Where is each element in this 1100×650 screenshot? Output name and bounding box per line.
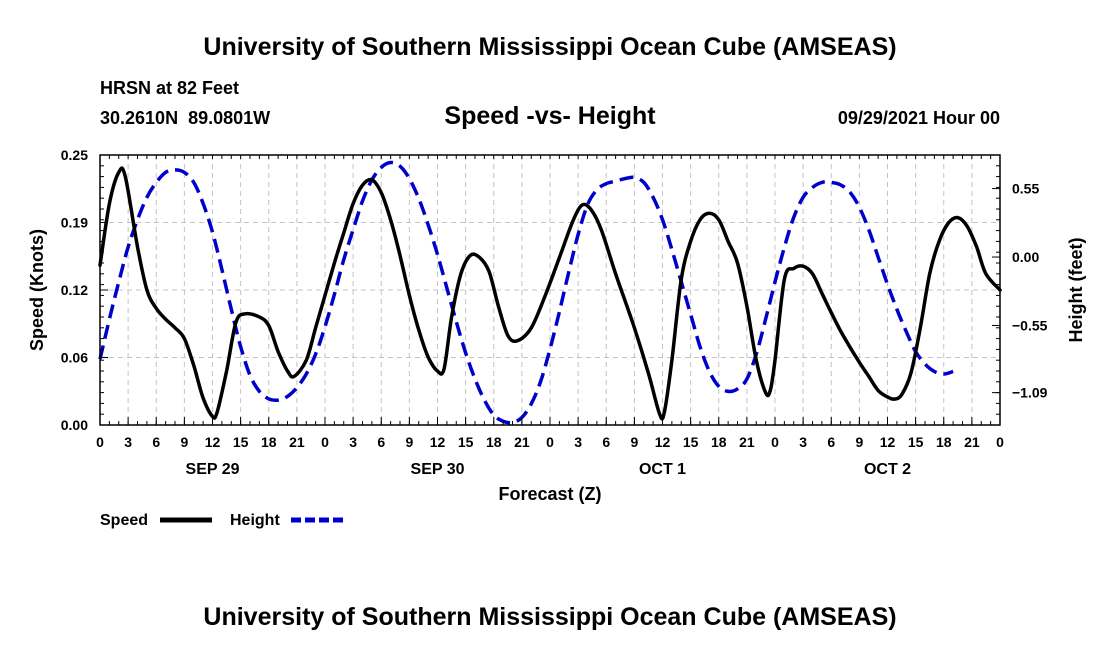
day-label: OCT 1 — [639, 461, 686, 478]
x-tick-label: 0 — [546, 434, 554, 450]
x-tick-label: 3 — [574, 434, 582, 450]
x-tick-label: 6 — [377, 434, 385, 450]
x-tick-label: 3 — [799, 434, 807, 450]
x-tick-label: 0 — [996, 434, 1004, 450]
x-tick-label: 0 — [321, 434, 329, 450]
legend-speed-label: Speed — [100, 512, 148, 529]
x-tick-label: 6 — [602, 434, 610, 450]
y-left-tick-label: 0.12 — [61, 282, 88, 298]
x-tick-label: 15 — [458, 434, 474, 450]
x-tick-label: 0 — [96, 434, 104, 450]
x-tick-label: 12 — [880, 434, 896, 450]
y-left-tick-label: 0.19 — [61, 215, 88, 231]
x-tick-label: 6 — [827, 434, 835, 450]
y-axis-right-title: Height (feet) — [1066, 238, 1086, 343]
x-tick-label: 3 — [124, 434, 132, 450]
x-tick-label: 21 — [514, 434, 530, 450]
x-tick-label: 18 — [936, 434, 952, 450]
x-tick-label: 9 — [855, 434, 863, 450]
series-line-speed — [98, 166, 1002, 421]
y-left-tick-label: 0.06 — [61, 350, 88, 366]
y-left-tick-label: 0.00 — [61, 417, 88, 433]
forecast-date: 09/29/2021 Hour 00 — [838, 108, 1000, 128]
day-label: SEP 29 — [186, 461, 240, 478]
legend-height-label: Height — [230, 512, 280, 529]
x-tick-label: 21 — [289, 434, 305, 450]
x-tick-label: 12 — [430, 434, 446, 450]
legend: Speed Height — [100, 512, 343, 529]
x-tick-label: 9 — [630, 434, 638, 450]
day-label: SEP 30 — [411, 461, 465, 478]
y-right-tick-label: 0.00 — [1012, 249, 1039, 265]
series-line-height — [98, 160, 954, 425]
x-tick-label: 15 — [908, 434, 924, 450]
x-tick-label: 0 — [771, 434, 779, 450]
x-tick-label: 12 — [655, 434, 671, 450]
station-label: HRSN at 82 Feet — [100, 78, 239, 98]
x-tick-label: 21 — [739, 434, 755, 450]
day-label: OCT 2 — [864, 461, 911, 478]
x-tick-label: 9 — [180, 434, 188, 450]
x-tick-label: 15 — [233, 434, 249, 450]
x-tick-label: 18 — [486, 434, 502, 450]
chart-main-title: University of Southern Mississippi Ocean… — [203, 33, 896, 61]
x-tick-label: 9 — [405, 434, 413, 450]
x-axis-title: Forecast (Z) — [498, 484, 601, 504]
y-left-tick-label: 0.25 — [61, 147, 88, 163]
x-tick-label: 6 — [152, 434, 160, 450]
y-right-tick-label: −1.09 — [1012, 385, 1048, 401]
y-axis-left-title: Speed (Knots) — [27, 229, 47, 351]
y-right-tick-label: 0.55 — [1012, 181, 1039, 197]
chart-subtitle: Speed -vs- Height — [444, 102, 656, 130]
axes: 0 3 6 9 12 15 18 21 0 3 6 9 12 15 18 21 0 3 6 9 12 15 18 21 0 3 6 9… — [61, 147, 1048, 478]
x-tick-label: 12 — [205, 434, 221, 450]
x-tick-label: 21 — [964, 434, 980, 450]
station-coordinates: 30.2610N 89.0801W — [100, 108, 270, 128]
footer-title: University of Southern Mississippi Ocean… — [203, 603, 896, 631]
y-right-tick-label: −0.55 — [1012, 317, 1048, 333]
series-layer — [98, 160, 1002, 425]
x-tick-label: 15 — [683, 434, 699, 450]
grid-lines — [100, 155, 1000, 425]
x-tick-label: 3 — [349, 434, 357, 450]
x-tick-label: 18 — [711, 434, 727, 450]
x-tick-label: 18 — [261, 434, 277, 450]
